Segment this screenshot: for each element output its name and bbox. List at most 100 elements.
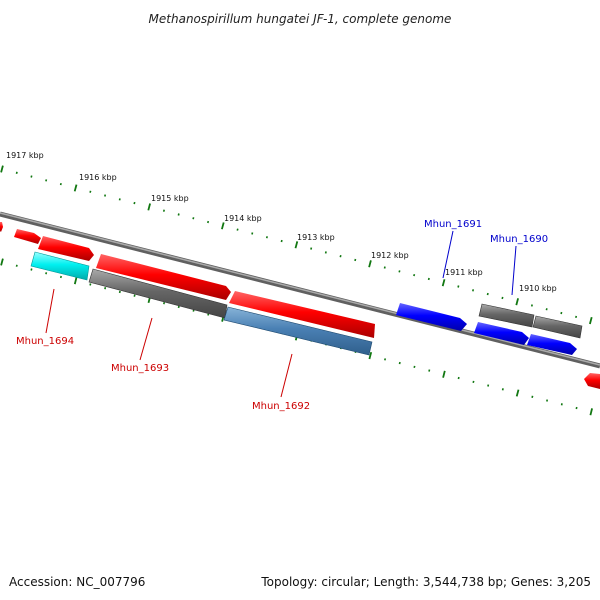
inner-scale-major-tick [515,389,520,397]
gene-feature-partial-left[interactable] [0,222,3,232]
outer-scale-minor-tick [545,308,548,311]
outer-scale-major-tick [73,184,78,192]
outer-scale-minor-tick [177,213,180,216]
outer-scale-major-tick [147,203,151,211]
gene-feature-mhun-1693[interactable] [96,254,231,300]
genome-backbone-highlight [0,212,600,366]
inner-scale-minor-tick [177,305,180,309]
outer-scale-minor-tick [15,171,18,174]
scale-label-1914: 1914 kbp [224,214,262,223]
scale-label-1916: 1916 kbp [79,173,117,182]
outer-scale-minor-tick [30,175,33,178]
outer-scale-minor-tick [133,201,136,205]
inner-scale-minor-tick [118,290,121,294]
inner-scale-minor-tick [30,268,33,271]
gene-feature-mhun-1694[interactable] [30,251,90,281]
scale-label-1912: 1912 kbp [371,251,409,260]
outer-scale-minor-tick [530,304,533,307]
inner-scale-major-tick [368,351,373,360]
outer-scale-minor-tick [354,258,357,262]
outer-scale-minor-tick [45,179,48,182]
inner-scale-minor-tick [457,376,460,380]
inner-scale-minor-tick [428,369,431,372]
outer-scale-minor-tick [192,217,195,220]
outer-scale-major-tick [589,316,593,325]
inner-scale-minor-tick [163,302,166,305]
outer-scale-major-tick [515,298,519,306]
outer-scale-minor-tick [560,311,563,315]
inner-scale-minor-tick [89,283,92,286]
outer-scale-minor-tick [251,232,254,235]
outer-scale-minor-tick [413,273,416,277]
outer-scale-minor-tick [104,194,107,197]
outer-scale-minor-tick [265,236,268,239]
scale-label-1917: 1917 kbp [6,151,44,160]
gene-feature-blue-3[interactable] [527,334,577,355]
inner-scale-major-tick [0,258,4,266]
inner-scale-minor-tick [546,399,549,402]
outer-scale-minor-tick [472,289,475,292]
outer-scale-minor-tick [207,220,210,224]
gene-label-mhun-1692[interactable]: Mhun_1692 [252,401,310,412]
gene-label-mhun-1690[interactable]: Mhun_1690 [490,234,548,245]
gene-feature-mhun-1690[interactable] [474,322,529,345]
inner-scale-minor-tick [413,365,416,369]
map-title: Methanospirillum hungatei JF-1, complete… [149,12,452,26]
scale-label-1913: 1913 kbp [297,233,335,242]
outer-scale-minor-tick [457,285,460,288]
gene-feature-mhun-1692[interactable] [229,291,375,338]
outer-scale-minor-tick [280,239,283,243]
outer-scale-minor-tick [398,270,401,273]
outer-scale-minor-tick [118,198,121,201]
inner-scale-minor-tick [59,275,62,279]
inner-scale-minor-tick [398,361,401,365]
inner-scale-minor-tick [531,395,534,398]
gene-feature-red-2[interactable] [38,236,94,261]
inner-scale-minor-tick [487,384,490,387]
outer-scale-minor-tick [486,292,489,296]
leader-mhun-1690 [511,245,517,296]
outer-scale-minor-tick [310,247,313,250]
inner-scale-minor-tick [45,272,48,275]
scale-label-group: 1917 kbp 1916 kbp 1915 kbp 1914 kbp 1913… [6,151,557,293]
gene-features [0,222,600,389]
scale-label-1915: 1915 kbp [151,194,189,203]
inner-scale-major-tick [589,408,593,416]
leader-mhun-1693 [139,317,153,361]
outer-scale-minor-tick [236,228,239,231]
outer-scale-minor-tick [339,255,342,258]
outer-scale-minor-tick [383,266,386,269]
inner-scale-minor-tick [575,406,578,410]
outer-scale-minor-tick [59,182,62,186]
outer-scale-minor-tick [427,277,430,281]
accession-label: Accession: NC_007796 [9,575,145,589]
outer-scale-major-tick [221,222,225,230]
outer-scale-minor-tick [501,296,504,300]
inner-scale-minor-tick [104,287,107,290]
inner-scale-major-tick [73,277,78,285]
outer-scale-major-tick [441,279,446,287]
gene-feature-gray-3[interactable] [532,315,583,339]
gene-label-leaders [45,230,517,398]
inner-scale-minor-tick [384,358,387,361]
gene-feature-gray-2[interactable] [478,303,535,328]
gene-feature-steel-1[interactable] [223,306,373,356]
outer-scale-major-tick [294,241,299,249]
gene-label-mhun-1693[interactable]: Mhun_1693 [111,363,169,374]
gene-feature-red-1[interactable] [14,229,41,244]
inner-scale-minor-tick [501,388,504,391]
leader-mhun-1691 [442,230,454,279]
outer-scale-minor-tick [162,209,165,212]
gene-label-mhun-1694[interactable]: Mhun_1694 [16,336,74,347]
gene-feature-partial-right[interactable] [584,373,600,389]
scale-label-1911: 1911 kbp [445,268,483,277]
genome-summary-label: Topology: circular; Length: 3,544,738 bp… [260,575,591,589]
inner-scale-major-tick [442,370,446,378]
gene-label-mhun-1691[interactable]: Mhun_1691 [424,219,482,230]
genome-backbone [0,211,600,369]
outer-scale-minor-tick [89,190,92,193]
leader-mhun-1694 [45,288,55,334]
gene-feature-mhun-1691[interactable] [396,303,467,331]
